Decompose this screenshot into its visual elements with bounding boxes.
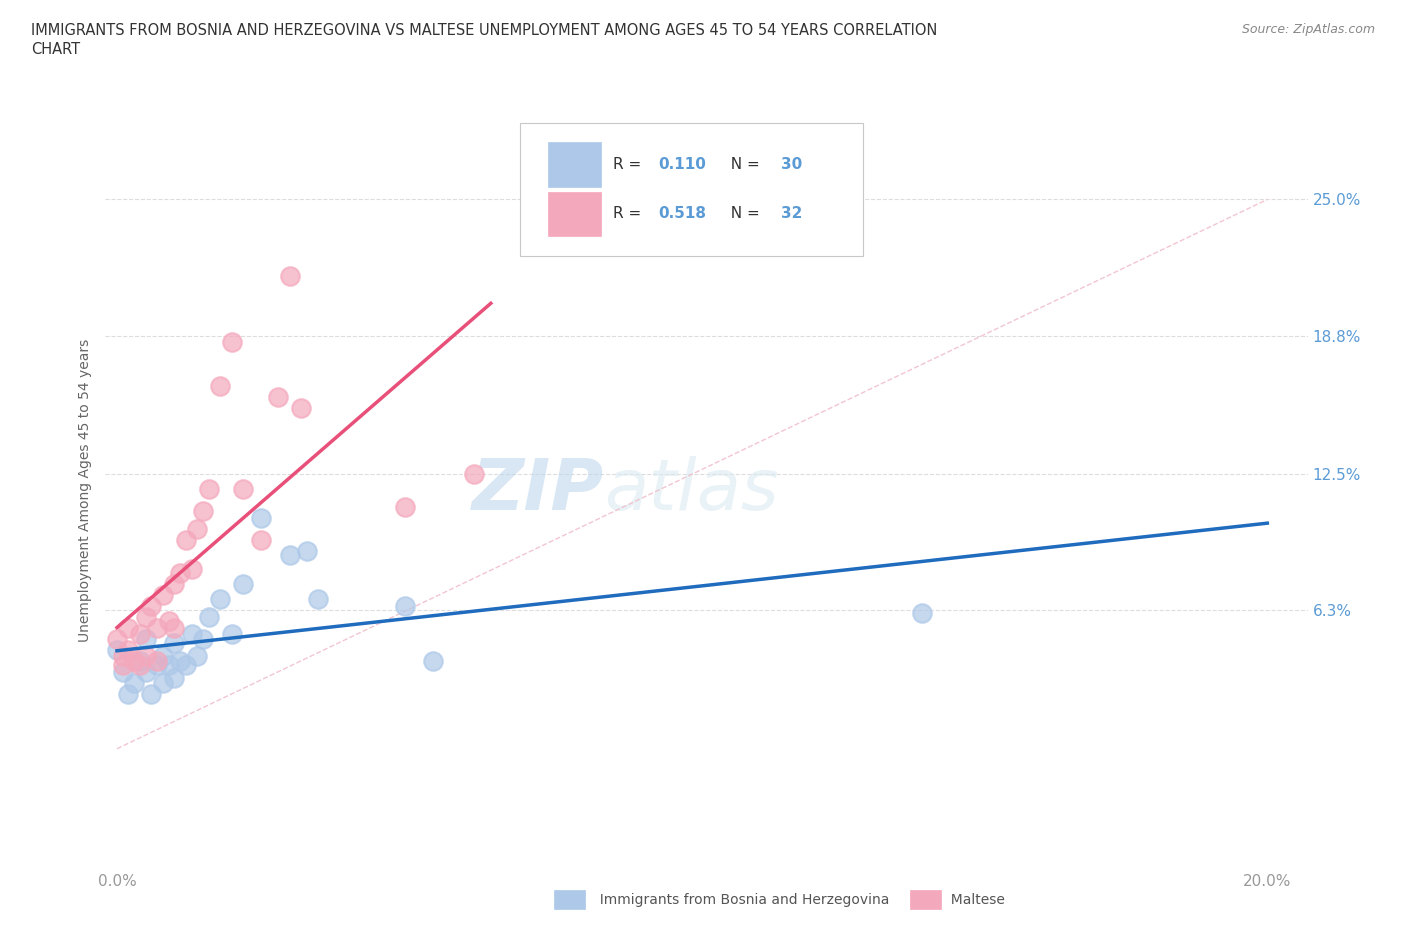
Point: [186, 522, 208, 537]
Point: [221, 335, 243, 350]
Point: [180, 627, 202, 642]
Point: [135, 631, 157, 646]
Text: ZIP: ZIP: [472, 456, 605, 525]
FancyBboxPatch shape: [554, 890, 585, 909]
Point: [117, 620, 139, 635]
Point: [394, 499, 416, 514]
Text: Source: ZipAtlas.com: Source: ZipAtlas.com: [1241, 23, 1375, 36]
Point: [290, 401, 312, 416]
Point: [193, 504, 215, 519]
Point: [146, 620, 169, 635]
Point: [163, 577, 186, 591]
FancyBboxPatch shape: [520, 123, 863, 256]
Point: [307, 591, 329, 606]
Y-axis label: Unemployment Among Ages 45 to 54 years: Unemployment Among Ages 45 to 54 years: [79, 339, 93, 643]
Text: CHART: CHART: [31, 42, 80, 57]
Point: [911, 605, 934, 620]
Point: [129, 654, 152, 669]
Point: [232, 482, 254, 497]
Point: [278, 548, 301, 563]
Point: [141, 599, 163, 614]
Point: [157, 658, 180, 672]
Point: [180, 561, 202, 576]
Point: [163, 620, 186, 635]
Point: [105, 631, 128, 646]
Text: atlas: atlas: [605, 456, 779, 525]
Point: [249, 511, 271, 525]
Point: [163, 671, 186, 685]
Text: 0.518: 0.518: [658, 206, 706, 221]
Text: 0.110: 0.110: [658, 157, 706, 172]
Text: N =: N =: [721, 206, 765, 221]
Point: [232, 577, 254, 591]
Point: [105, 643, 128, 658]
Point: [249, 533, 271, 548]
Point: [169, 654, 191, 669]
Text: R =: R =: [613, 157, 645, 172]
Point: [267, 390, 290, 405]
Point: [152, 649, 174, 664]
FancyBboxPatch shape: [548, 192, 600, 236]
Point: [157, 614, 180, 629]
FancyBboxPatch shape: [910, 890, 941, 909]
Point: [174, 658, 197, 672]
Text: R =: R =: [613, 206, 645, 221]
Point: [117, 686, 139, 701]
Point: [111, 649, 134, 664]
Point: [198, 609, 221, 624]
Text: Immigrants from Bosnia and Herzegovina: Immigrants from Bosnia and Herzegovina: [591, 893, 889, 908]
Point: [221, 627, 243, 642]
Point: [295, 543, 318, 558]
Point: [198, 482, 221, 497]
Point: [163, 636, 186, 651]
Point: [463, 467, 485, 482]
Text: Maltese: Maltese: [942, 893, 1005, 908]
Point: [135, 609, 157, 624]
Point: [141, 686, 163, 701]
Point: [129, 627, 152, 642]
Point: [174, 533, 197, 548]
Text: 30: 30: [782, 157, 803, 172]
Point: [135, 649, 157, 664]
Point: [152, 675, 174, 690]
Point: [122, 654, 145, 669]
Point: [129, 658, 152, 672]
Point: [152, 588, 174, 603]
Point: [209, 591, 232, 606]
Point: [169, 565, 191, 580]
Point: [193, 631, 215, 646]
Point: [422, 654, 444, 669]
Point: [135, 664, 157, 679]
Point: [186, 649, 208, 664]
Point: [146, 658, 169, 672]
Point: [122, 675, 145, 690]
Point: [146, 654, 169, 669]
Point: [117, 643, 139, 658]
Point: [209, 379, 232, 393]
Text: N =: N =: [721, 157, 765, 172]
Point: [278, 269, 301, 284]
Point: [394, 599, 416, 614]
Text: IMMIGRANTS FROM BOSNIA AND HERZEGOVINA VS MALTESE UNEMPLOYMENT AMONG AGES 45 TO : IMMIGRANTS FROM BOSNIA AND HERZEGOVINA V…: [31, 23, 938, 38]
Point: [111, 664, 134, 679]
Text: 32: 32: [782, 206, 803, 221]
Point: [111, 658, 134, 672]
FancyBboxPatch shape: [548, 142, 600, 187]
